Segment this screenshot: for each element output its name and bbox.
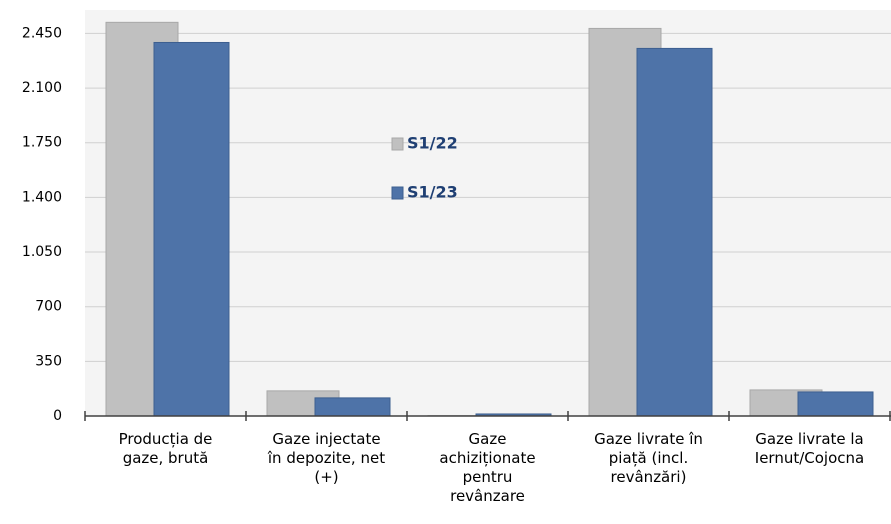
x-tick-label: Producția de gaze, brută [118, 430, 213, 467]
x-tick-label: Gaze livrate la Iernut/Cojocna [754, 430, 865, 467]
x-tick-label: Gaze injectate în depozite, net (+) [267, 430, 386, 486]
legend-swatch [391, 137, 404, 151]
legend-swatch [391, 186, 404, 200]
bar [153, 41, 230, 417]
y-tick-label: 350 [35, 353, 62, 369]
y-tick-label: 1.750 [22, 135, 62, 151]
y-tick-label: 2.450 [22, 25, 62, 41]
y-tick-label: 1.050 [22, 244, 62, 260]
bar [636, 47, 713, 417]
x-tick-label: Gaze achiziționate pentru revânzare [439, 430, 536, 505]
bar [797, 391, 874, 417]
y-tick-label: 700 [35, 299, 62, 315]
x-tick-label: Gaze livrate în piață (incl. revânzări) [594, 430, 703, 486]
legend-label: S1/23 [407, 183, 458, 202]
y-tick-label: 0 [53, 408, 62, 424]
y-tick-label: 1.400 [22, 189, 62, 205]
bar [314, 397, 391, 417]
y-tick-label: 2.100 [22, 80, 62, 96]
legend-label: S1/22 [407, 134, 458, 153]
